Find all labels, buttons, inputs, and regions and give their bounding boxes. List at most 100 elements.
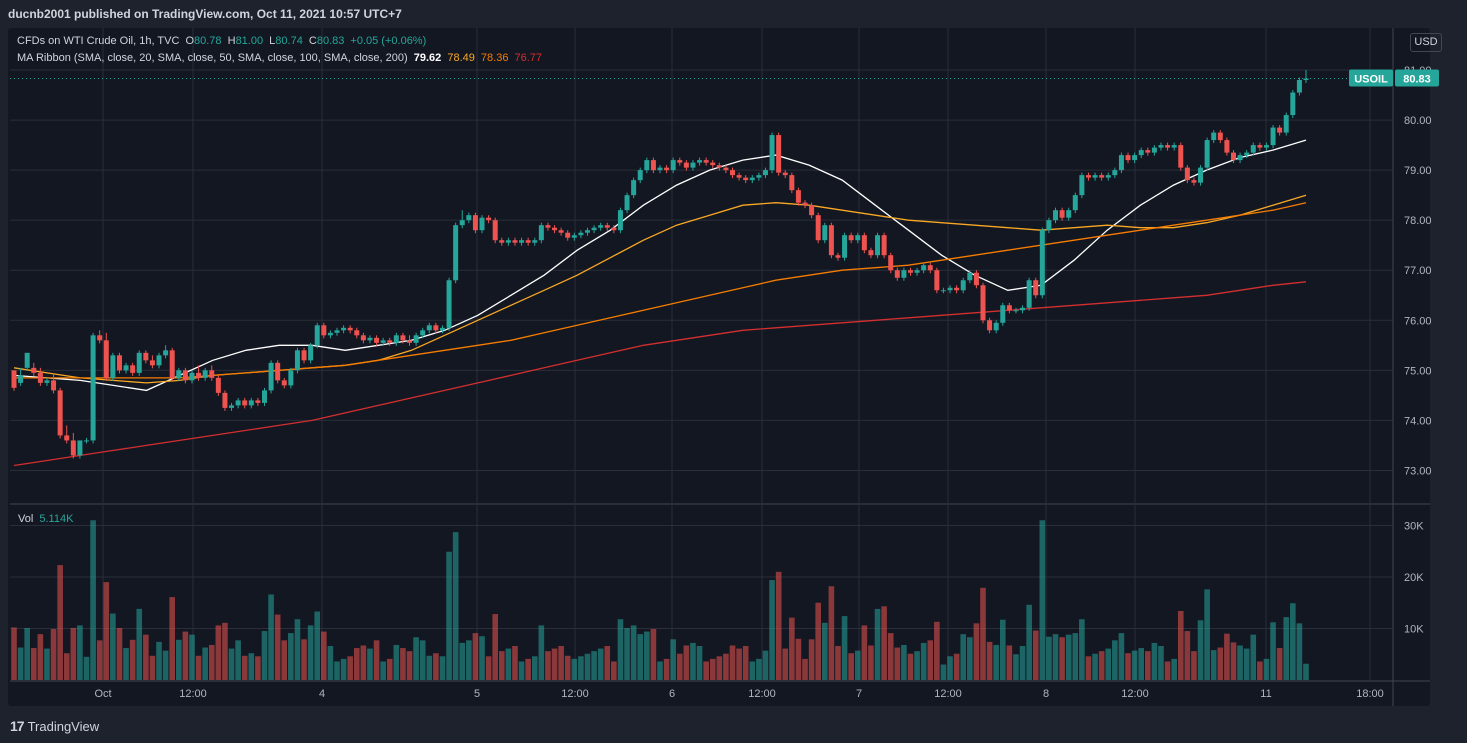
candle-body (103, 340, 109, 378)
volume-bar (578, 656, 584, 680)
volume-bar (1065, 634, 1072, 680)
volume-bar (604, 646, 611, 680)
candle-body (670, 160, 676, 171)
candle-body (940, 290, 946, 292)
time-tick-label: 18:00 (1356, 688, 1384, 700)
candle-body (921, 265, 927, 271)
volume-bar (1171, 658, 1177, 680)
candle-body (1296, 80, 1302, 93)
volume-bar (96, 640, 103, 680)
candle-body (525, 240, 531, 243)
volume-bar (1032, 630, 1039, 680)
volume-bar (400, 648, 406, 680)
volume-bar (696, 646, 703, 680)
volume-bar (498, 651, 505, 680)
candle-body (136, 352, 142, 373)
candle-body (631, 180, 637, 196)
volume-bar (255, 656, 261, 680)
volume-bar (452, 532, 459, 680)
candle-body (789, 175, 795, 191)
candle-body (472, 215, 478, 231)
candle-body (1244, 152, 1250, 156)
footer-branding[interactable]: 17 TradingView (10, 716, 99, 736)
volume-bar (479, 636, 485, 680)
volume-bar (459, 642, 466, 680)
volume-bar (927, 640, 934, 680)
volume-bar (492, 614, 499, 680)
candle-body (1132, 155, 1138, 161)
candle-body (426, 325, 432, 331)
volume-bar (716, 656, 723, 680)
volume-bar (1296, 623, 1303, 680)
candle-body (604, 225, 610, 228)
candle-body (598, 225, 604, 228)
candle-body (1263, 145, 1269, 148)
candle-body (130, 365, 136, 373)
volume-bar (874, 608, 881, 680)
candle-body (683, 162, 689, 168)
volume-bar (195, 655, 202, 680)
candle-body (973, 272, 979, 286)
candle-body (459, 220, 465, 226)
volume-bar (525, 658, 531, 680)
candle-body (156, 355, 162, 366)
volume-bar (789, 617, 795, 680)
volume-bar (314, 611, 321, 680)
volume-bar (129, 639, 136, 680)
volume-bar (630, 625, 637, 680)
candle-body (1211, 132, 1217, 141)
time-tick-label: 4 (319, 688, 325, 700)
candle-body (927, 265, 933, 271)
volume-bar (505, 648, 512, 680)
volume-bar (1059, 637, 1065, 680)
candle-body (209, 370, 215, 378)
volume-bar (815, 602, 822, 680)
candle-body (954, 287, 960, 291)
volume-bar (1118, 633, 1125, 680)
time-tick-label: 12:00 (748, 688, 776, 700)
volume-bar (116, 627, 123, 680)
candle-body (993, 322, 999, 331)
volume-bar (182, 631, 189, 680)
volume-bar (1164, 661, 1171, 680)
candle-body (222, 392, 228, 408)
volume-bar (1079, 619, 1085, 680)
volume-bar (1144, 651, 1151, 680)
volume-bar (690, 642, 696, 680)
volume-bar (222, 622, 228, 680)
volume-bar (360, 645, 367, 680)
volume-bar (439, 656, 446, 680)
candle-body (730, 170, 736, 176)
candle-body (716, 165, 722, 168)
volume-bar (1125, 653, 1131, 680)
volume-bar (1092, 653, 1098, 680)
volume-bar (538, 625, 545, 680)
candle-body (934, 270, 940, 291)
candle-body (1066, 210, 1072, 218)
volume-bar (848, 653, 854, 680)
candle-body (795, 190, 801, 203)
volume-bar (953, 653, 960, 680)
candle-body (1118, 155, 1124, 171)
volume-tick-label: 30K (1404, 520, 1424, 532)
candle-body (519, 240, 525, 243)
volume-bar (749, 661, 756, 680)
candle-body (901, 270, 907, 278)
candle-body (1277, 127, 1283, 133)
ma-line-4 (13, 281, 1307, 467)
currency-button[interactable]: USD (1410, 33, 1442, 52)
volume-bar (1290, 603, 1296, 680)
candle-body (697, 160, 703, 163)
candle-body (1033, 280, 1039, 296)
volume-bar (281, 640, 288, 680)
volume-bar (1177, 610, 1184, 680)
candle-body (374, 337, 380, 343)
ma-line-2 (13, 194, 1307, 384)
candle-body (163, 350, 169, 356)
chart-container[interactable] (8, 28, 1430, 706)
volume-bar (44, 648, 50, 680)
candle-body (433, 325, 439, 331)
volume-bar (288, 633, 294, 680)
candle-body (116, 355, 122, 371)
